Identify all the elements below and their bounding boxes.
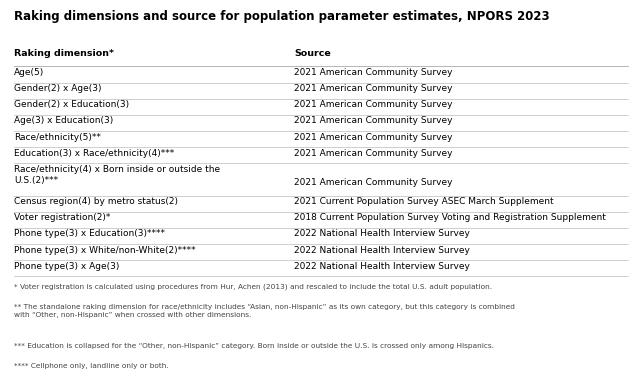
Text: Raking dimension*: Raking dimension* — [14, 49, 114, 58]
Text: **** Cellphone only, landline only or both.: **** Cellphone only, landline only or bo… — [14, 363, 169, 369]
Text: 2021 American Community Survey: 2021 American Community Survey — [294, 68, 453, 77]
Text: Education(3) x Race/ethnicity(4)***: Education(3) x Race/ethnicity(4)*** — [14, 149, 174, 158]
Text: 2021 American Community Survey: 2021 American Community Survey — [294, 116, 453, 125]
Text: Age(5): Age(5) — [14, 68, 44, 77]
Text: Age(3) x Education(3): Age(3) x Education(3) — [14, 116, 113, 125]
Text: Gender(2) x Age(3): Gender(2) x Age(3) — [14, 84, 102, 93]
Text: Race/ethnicity(5)**: Race/ethnicity(5)** — [14, 132, 101, 142]
Text: Phone type(3) x Age(3): Phone type(3) x Age(3) — [14, 262, 120, 271]
Text: 2022 National Health Interview Survey: 2022 National Health Interview Survey — [294, 246, 470, 255]
Text: Raking dimensions and source for population parameter estimates, NPORS 2023: Raking dimensions and source for populat… — [14, 10, 550, 23]
Text: 2022 National Health Interview Survey: 2022 National Health Interview Survey — [294, 229, 470, 238]
Text: 2021 American Community Survey: 2021 American Community Survey — [294, 132, 453, 142]
Text: Phone type(3) x White/non-White(2)****: Phone type(3) x White/non-White(2)**** — [14, 246, 196, 255]
Text: 2018 Current Population Survey Voting and Registration Supplement: 2018 Current Population Survey Voting an… — [294, 213, 606, 222]
Text: 2021 American Community Survey: 2021 American Community Survey — [294, 84, 453, 93]
Text: 2021 American Community Survey: 2021 American Community Survey — [294, 178, 453, 187]
Text: 2021 Current Population Survey ASEC March Supplement: 2021 Current Population Survey ASEC Marc… — [294, 197, 554, 206]
Text: Gender(2) x Education(3): Gender(2) x Education(3) — [14, 100, 129, 109]
Text: * Voter registration is calculated using procedures from Hur, Achen (2013) and r: * Voter registration is calculated using… — [14, 283, 492, 290]
Text: Phone type(3) x Education(3)****: Phone type(3) x Education(3)**** — [14, 229, 165, 238]
Text: Source: Source — [294, 49, 331, 58]
Text: Race/ethnicity(4) x Born inside or outside the
U.S.(2)***: Race/ethnicity(4) x Born inside or outsi… — [14, 165, 220, 185]
Text: *** Education is collapsed for the “Other, non-Hispanic” category. Born inside o: *** Education is collapsed for the “Othe… — [14, 343, 494, 349]
Text: 2022 National Health Interview Survey: 2022 National Health Interview Survey — [294, 262, 470, 271]
Text: 2021 American Community Survey: 2021 American Community Survey — [294, 149, 453, 158]
Text: Census region(4) by metro status(2): Census region(4) by metro status(2) — [14, 197, 178, 206]
Text: ** The standalone raking dimension for race/ethnicity includes “Asian, non-Hispa: ** The standalone raking dimension for r… — [14, 304, 515, 318]
Text: Voter registration(2)*: Voter registration(2)* — [14, 213, 111, 222]
Text: 2021 American Community Survey: 2021 American Community Survey — [294, 100, 453, 109]
